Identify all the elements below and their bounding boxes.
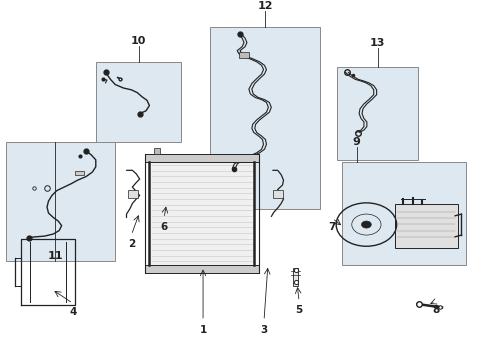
Bar bbox=[336, 67, 417, 160]
Bar bbox=[154, 148, 160, 154]
Bar bbox=[96, 62, 181, 142]
Bar bbox=[5, 142, 115, 261]
Text: 3: 3 bbox=[260, 325, 267, 334]
Bar bbox=[394, 204, 457, 248]
Text: 7: 7 bbox=[328, 222, 335, 232]
Text: 5: 5 bbox=[295, 305, 302, 315]
Text: 1: 1 bbox=[199, 325, 206, 334]
Bar bbox=[75, 171, 83, 175]
Bar bbox=[128, 190, 138, 198]
Bar bbox=[144, 154, 259, 162]
Circle shape bbox=[361, 221, 370, 228]
Text: 11: 11 bbox=[47, 251, 63, 261]
Bar bbox=[210, 27, 320, 209]
Bar bbox=[272, 190, 282, 198]
Bar bbox=[149, 162, 254, 265]
Text: 13: 13 bbox=[369, 38, 385, 48]
Text: 6: 6 bbox=[160, 222, 167, 232]
Text: 10: 10 bbox=[131, 36, 146, 46]
Text: 8: 8 bbox=[431, 305, 438, 315]
Bar bbox=[238, 52, 249, 58]
Text: 4: 4 bbox=[69, 307, 77, 317]
Text: 2: 2 bbox=[127, 239, 135, 249]
Bar bbox=[144, 265, 259, 273]
Text: 9: 9 bbox=[352, 137, 360, 147]
Bar bbox=[341, 162, 466, 265]
Bar bbox=[293, 268, 298, 286]
Text: 12: 12 bbox=[257, 1, 273, 11]
